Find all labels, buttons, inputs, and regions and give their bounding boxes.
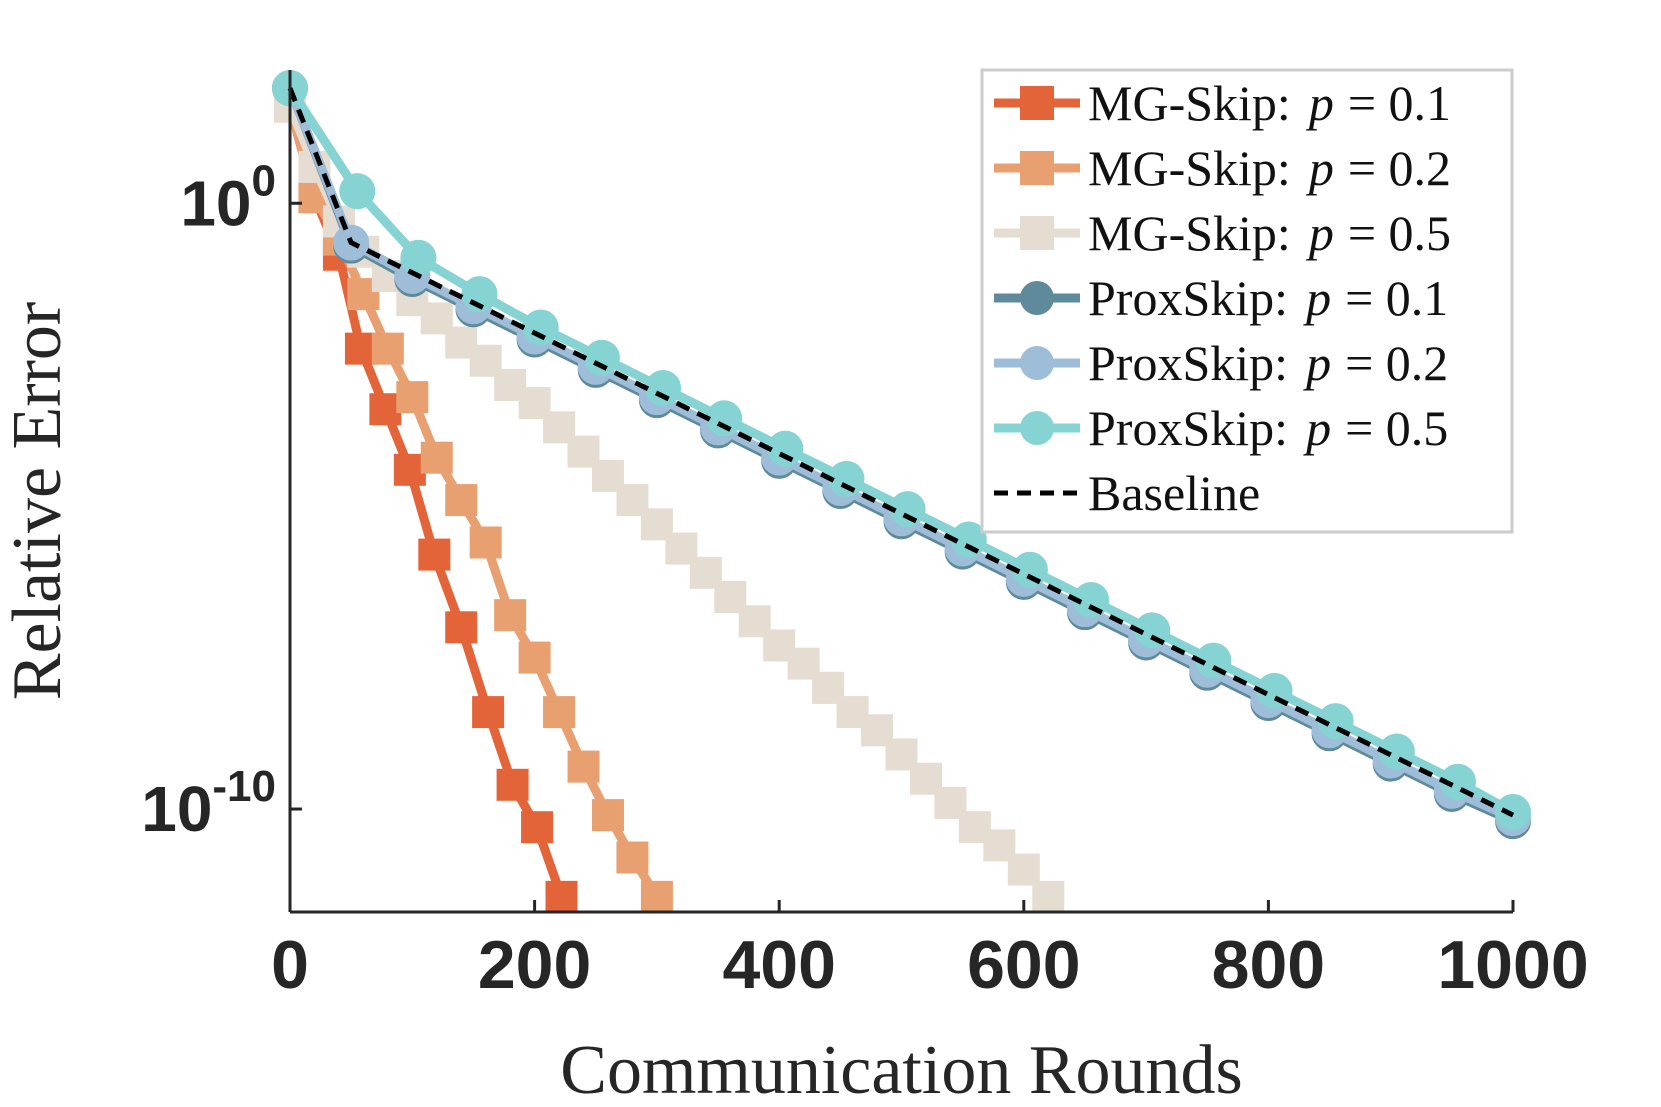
legend: MG-Skip: p = 0.1MG-Skip: p = 0.2MG-Skip: p = 0… [980,68,1514,534]
legend-label: MG-Skip: p = 0.1 [1088,75,1451,131]
legend-param: p [1306,140,1334,196]
legend-label: ProxSkip: p = 0.1 [1088,270,1448,326]
legend-item-3: ProxSkip: p = 0.1 [994,270,1448,326]
legend-series-name: Baseline [1088,465,1260,521]
x-tick-label: 800 [1212,927,1325,1003]
legend-param-value: = 0.1 [1348,75,1451,131]
data-point [706,400,743,437]
series-6 [287,87,1515,818]
y-axis-title: Relative Error [0,302,76,700]
data-point [543,696,576,729]
x-axis-title: Communication Rounds [560,1032,1243,1107]
data-point [420,441,453,474]
legend-param: p [1303,335,1331,391]
data-point [494,599,527,632]
x-tick-label: 200 [478,927,591,1003]
legend-param-value: = 0.5 [1348,205,1451,261]
y-tick-base: 10 [141,773,212,845]
data-point [445,611,478,644]
legend-param-value: = 0.2 [1345,335,1448,391]
legend-series-name: MG-Skip: [1088,205,1291,261]
data-point [400,239,437,276]
legend-series-name: MG-Skip: [1088,140,1291,196]
legend-swatch-marker [1020,346,1054,380]
legend-item-5: ProxSkip: p = 0.5 [994,400,1448,456]
legend-label: ProxSkip: p = 0.5 [1088,400,1448,456]
data-point [521,811,554,844]
legend-label: MG-Skip: p = 0.2 [1088,140,1451,196]
series-2 [274,90,1065,913]
data-point [339,173,376,210]
x-tick-label: 600 [967,927,1080,1003]
data-point [472,696,505,729]
data-point [496,768,529,801]
data-point [545,880,578,913]
y-tick-exponent: -10 [212,762,276,811]
data-point [1007,853,1040,886]
legend-series-name: ProxSkip: [1088,270,1288,326]
legend-param: p [1306,205,1334,261]
data-point [469,526,502,559]
y-tick-label: 100 [180,156,276,239]
data-point [640,880,673,913]
legend-item-4: ProxSkip: p = 0.2 [994,335,1448,391]
data-point [1495,794,1531,831]
legend-swatch-marker [1020,151,1054,185]
series-line [287,87,1515,818]
data-point [522,309,559,346]
data-point [645,370,682,407]
legend-item-1: MG-Skip: p = 0.2 [994,140,1451,196]
y-tick-exponent: 0 [252,156,276,205]
legend-param-value: = 0.2 [1348,140,1451,196]
legend-param: p [1303,400,1331,456]
legend-series-name: ProxSkip: [1088,335,1288,391]
legend-series-name: ProxSkip: [1088,400,1288,456]
data-point [518,641,551,674]
legend-item-2: MG-Skip: p = 0.5 [994,205,1451,261]
legend-param-value: = 0.1 [1345,270,1448,326]
legend-label: ProxSkip: p = 0.2 [1088,335,1448,391]
plot-area [272,70,1531,913]
legend-label: MG-Skip: p = 0.5 [1088,205,1451,261]
legend-item-6: Baseline [994,465,1260,521]
legend-swatch-marker [1020,216,1054,250]
data-point [445,484,478,517]
data-point [396,381,429,414]
legend-item-0: MG-Skip: p = 0.1 [994,75,1451,131]
y-tick-base: 10 [180,167,251,239]
legend-swatch-marker [1020,86,1054,120]
data-point [418,538,451,571]
data-point [567,750,600,783]
x-tick-label: 0 [271,927,309,1003]
y-tick-label: 10-10 [141,762,276,845]
legend-series-name: MG-Skip: [1088,75,1291,131]
data-point [583,339,620,376]
data-point [1032,880,1065,913]
legend-swatch-marker [1020,281,1054,315]
x-tick-label: 400 [722,927,835,1003]
data-point [344,332,377,365]
data-point [369,393,402,426]
data-point [767,430,804,467]
data-point [393,453,426,486]
legend-param: p [1306,75,1334,131]
legend-swatch-marker [1020,411,1054,445]
legend-label: Baseline [1088,465,1260,521]
data-point [371,332,404,365]
data-point [591,799,624,832]
legend-param: p [1303,270,1331,326]
data-point [616,841,649,874]
x-tick-label: 1000 [1437,927,1588,1003]
legend-param-value: = 0.5 [1345,400,1448,456]
data-point [828,460,865,497]
